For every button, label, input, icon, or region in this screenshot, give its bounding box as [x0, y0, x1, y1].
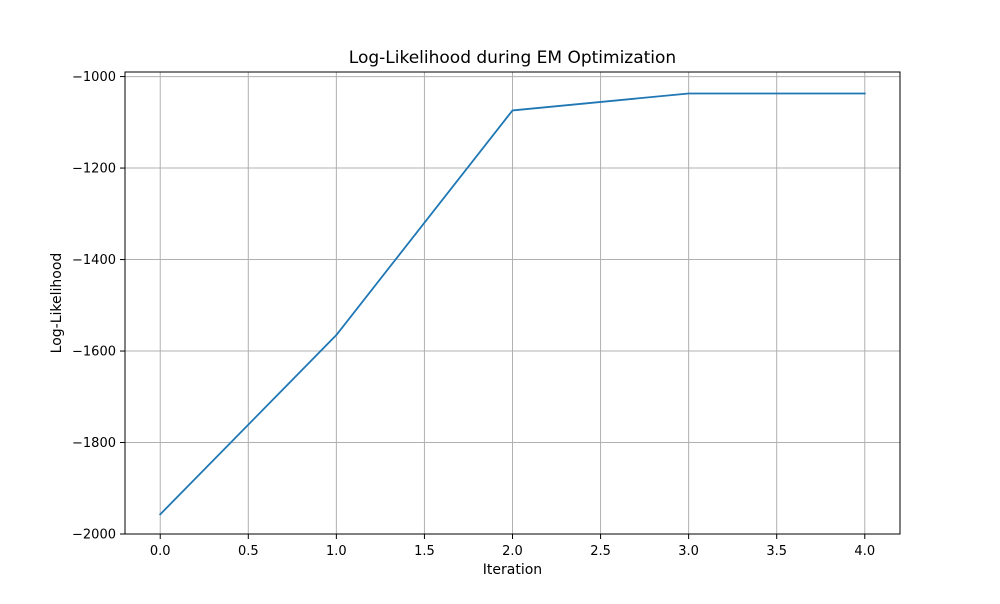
x-tick-label: 2.5: [590, 544, 611, 559]
y-tick-label: −1200: [72, 162, 116, 177]
series-line: [158, 92, 866, 516]
x-tick-label: 4.0: [854, 544, 875, 559]
x-tick-label: 1.0: [326, 544, 347, 559]
y-tick-label: −1400: [72, 253, 116, 268]
y-tick-label: −1600: [72, 345, 116, 360]
x-tick-label: 3.5: [766, 544, 787, 559]
y-axis-label: Log-Likelihood: [49, 253, 65, 354]
x-tick-label: 2.0: [502, 544, 523, 559]
x-axis-label: Iteration: [483, 562, 542, 578]
y-tick-label: −1800: [72, 436, 116, 451]
y-tick-label: −1000: [72, 70, 116, 85]
chart-title: Log-Likelihood during EM Optimization: [349, 48, 676, 68]
x-tick-label: 0.0: [150, 544, 171, 559]
series-layer: [158, 92, 866, 516]
x-tick-label: 3.0: [678, 544, 699, 559]
y-tick-label: −2000: [72, 528, 116, 543]
axis-ticks: 0.0 0.5 1.0 1.5 2.0 2.5 3.0 3.5 4.0 −2000 −1800 −16…: [72, 70, 875, 559]
x-tick-label: 1.5: [414, 544, 435, 559]
x-tick-label: 0.5: [238, 544, 259, 559]
